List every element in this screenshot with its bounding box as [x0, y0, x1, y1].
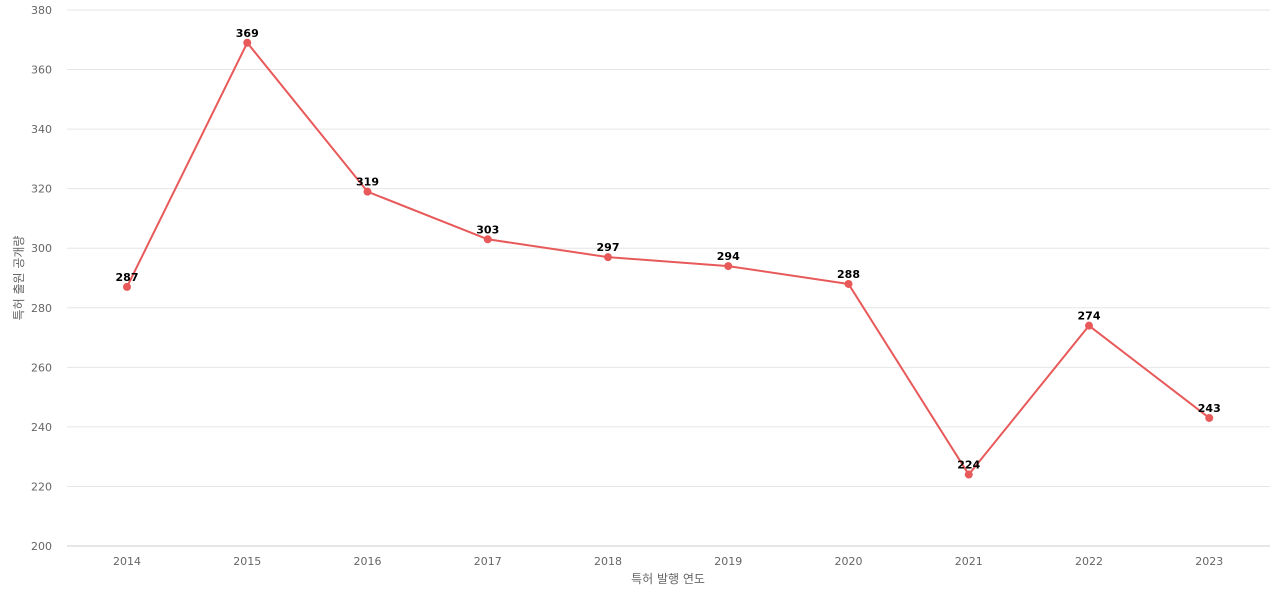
y-tick-label: 360: [31, 64, 52, 77]
x-tick-label: 2017: [474, 555, 502, 568]
data-point: [964, 470, 973, 479]
data-label: 243: [1198, 402, 1221, 415]
x-axis-title: 특허 발행 연도: [631, 571, 705, 586]
x-tick-label: 2022: [1075, 555, 1103, 568]
y-tick-label: 260: [31, 361, 52, 374]
data-label: 319: [356, 176, 379, 189]
data-label: 369: [236, 27, 259, 40]
y-tick-label: 200: [31, 540, 52, 553]
y-tick-label: 340: [31, 123, 52, 136]
data-point: [844, 279, 853, 288]
data-point: [724, 262, 733, 271]
y-axis-ticks: 200 220 240 260 280 300 320 340 360 380: [31, 4, 52, 553]
data-point: [1205, 413, 1214, 422]
data-label: 303: [476, 223, 499, 236]
x-tick-label: 2014: [113, 555, 141, 568]
data-label: 288: [837, 268, 860, 281]
data-point: [1085, 321, 1093, 330]
data-label: 287: [116, 271, 139, 284]
data-label: 274: [1078, 310, 1101, 323]
data-point: [243, 38, 252, 47]
x-tick-label: 2015: [233, 555, 261, 568]
data-label: 297: [597, 241, 620, 254]
data-point: [363, 187, 372, 196]
gridlines: [67, 9, 1270, 547]
x-tick-label: 2020: [835, 555, 863, 568]
series-line: [126, 41, 1210, 476]
data-point: [123, 282, 131, 291]
data-point: [604, 253, 612, 262]
y-tick-label: 300: [31, 242, 52, 255]
y-axis-title: 특허 출원 공개량: [12, 236, 26, 321]
x-tick-label: 2021: [955, 555, 983, 568]
x-tick-label: 2019: [714, 555, 742, 568]
series-layer: [123, 38, 1214, 479]
data-label: 294: [717, 250, 740, 263]
y-tick-label: 320: [31, 183, 52, 196]
data-labels: 287 369 319 303 297 294 288 224 274 243: [116, 27, 1221, 472]
data-point: [483, 235, 492, 244]
x-tick-label: 2018: [594, 555, 622, 568]
y-tick-label: 380: [31, 4, 52, 17]
x-tick-label: 2016: [354, 555, 382, 568]
x-tick-label: 2023: [1195, 555, 1223, 568]
y-tick-label: 280: [31, 302, 52, 315]
y-tick-label: 220: [31, 480, 52, 493]
data-label: 224: [957, 459, 980, 472]
x-axis-ticks: 2014 2015 2016 2017 2018 2019 2020 2021 2022 2023: [113, 555, 1223, 568]
y-tick-label: 240: [31, 421, 52, 434]
